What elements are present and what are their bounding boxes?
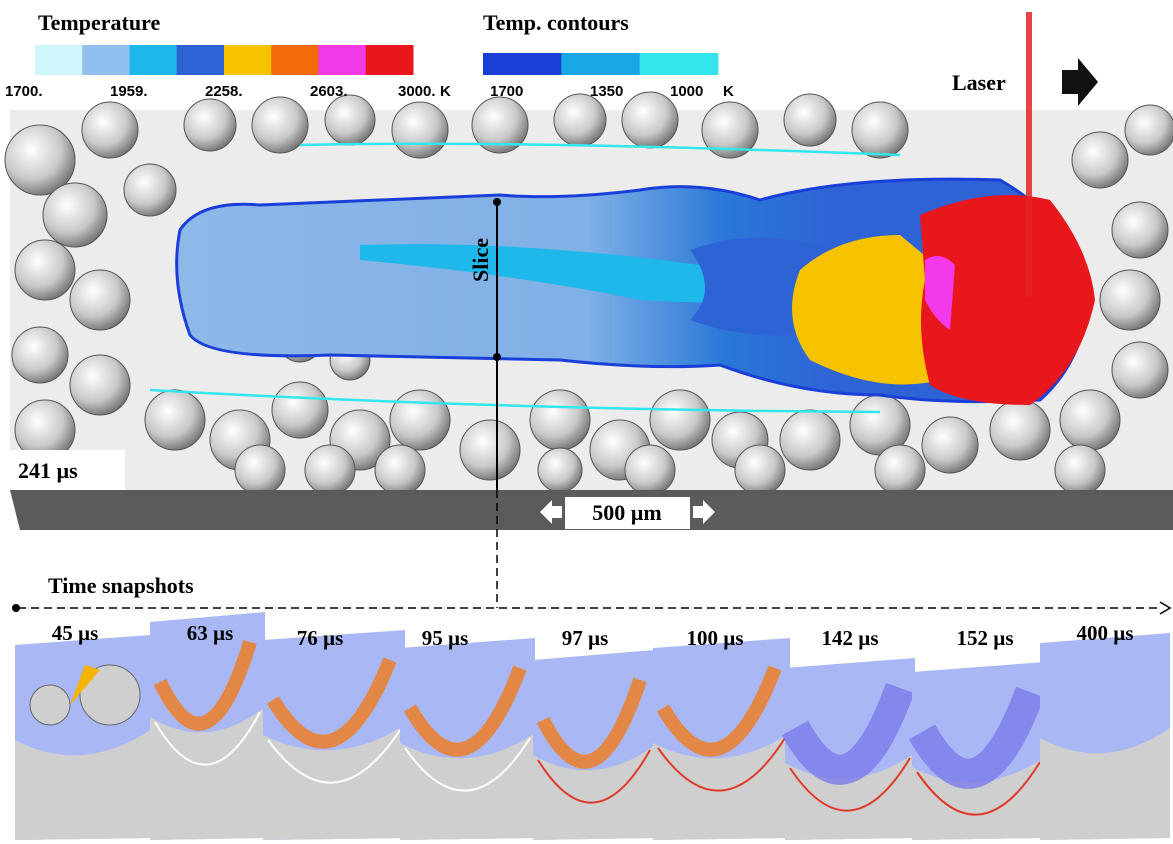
powder-particle <box>70 355 130 415</box>
colorbar-swatch <box>271 45 319 75</box>
powder-particle <box>784 94 836 146</box>
powder-particle <box>1125 105 1173 155</box>
snapshot-panel: 152 µs <box>912 626 1045 840</box>
temperature-colorbar: 1700. 1959. 2258. 2603. 3000.K <box>5 45 451 100</box>
powder-particle <box>780 410 840 470</box>
slice-label: Slice <box>468 238 493 282</box>
colorbar-unit: K <box>440 83 451 100</box>
scale-label: 500 µm <box>592 500 662 525</box>
powder-particle <box>530 390 590 450</box>
powder-particle <box>650 390 710 450</box>
contour-colorbar: 1700 1350 1000 K <box>483 53 734 100</box>
colorbar-swatch <box>319 45 367 75</box>
snapshot-panel: 400 µs <box>1040 621 1170 840</box>
colorbar-swatch <box>366 45 414 75</box>
colorbar-swatch <box>35 45 83 75</box>
snapshot-panels: 45 µs 63 µs 76 µs 95 µs 97 µs 100 µs 142 µs 152… <box>15 612 1170 840</box>
legend-title: Temperature <box>38 10 160 35</box>
powder-particle <box>272 382 328 438</box>
powder-particle <box>538 448 582 492</box>
snapshot-label: 142 µs <box>821 626 878 650</box>
colorbar-label: 1959. <box>110 83 148 100</box>
colorbar-label: 2258. <box>205 83 243 100</box>
snapshot-label: 152 µs <box>956 626 1013 650</box>
time-axis-arrow <box>1160 602 1170 614</box>
snapshot-panel: 95 µs <box>400 626 535 840</box>
powder-particle <box>625 445 675 495</box>
powder-particle <box>1060 390 1120 450</box>
colorbar-label: 1000 <box>670 83 703 100</box>
laser-label: Laser <box>952 70 1006 95</box>
powder-particle <box>305 445 355 495</box>
powder-particle <box>252 97 308 153</box>
snapshot-label: 45 µs <box>52 621 99 645</box>
powder-particle <box>1112 342 1168 398</box>
colorbar-label: 3000. <box>398 83 436 100</box>
powder-particle <box>922 417 978 473</box>
powder-particle <box>852 102 908 158</box>
colorbar-swatch <box>561 53 640 75</box>
colorbar-label: 2603. <box>310 83 348 100</box>
powder-particle <box>392 102 448 158</box>
colorbar-swatch <box>640 53 719 75</box>
time-label: 241 µs <box>18 458 78 483</box>
powder-particle <box>1072 132 1128 188</box>
snapshot-panel: 100 µs <box>653 626 790 840</box>
powder-particle <box>15 240 75 300</box>
powder-particle <box>184 99 236 151</box>
colorbar-unit: K <box>723 83 734 100</box>
slice-end <box>493 353 501 361</box>
colorbar-swatch <box>224 45 272 75</box>
powder-particle <box>70 270 130 330</box>
snapshot-label: 76 µs <box>297 626 344 650</box>
laser-beam <box>1026 12 1032 297</box>
colorbar-swatch <box>130 45 178 75</box>
powder-particle <box>124 164 176 216</box>
snapshots-title: Time snapshots <box>48 573 194 598</box>
snapshot-label: 100 µs <box>686 626 743 650</box>
powder-particle <box>43 183 107 247</box>
colorbar-swatch <box>483 53 562 75</box>
powder-particle <box>875 445 925 495</box>
powder-particle <box>460 420 520 480</box>
powder-particle <box>82 102 138 158</box>
snapshot-panel: 142 µs <box>785 626 915 840</box>
colorbar-label: 1350 <box>590 83 623 100</box>
snapshot-particle <box>30 685 70 725</box>
powder-particle <box>235 445 285 495</box>
time-axis-start <box>12 604 20 612</box>
colorbar-label: 1700. <box>5 83 43 100</box>
powder-particle <box>145 390 205 450</box>
legend-title: Temp. contours <box>483 10 629 35</box>
powder-particle <box>622 92 678 148</box>
snapshot-panel: 76 µs <box>263 626 405 840</box>
powder-particle <box>390 390 450 450</box>
snapshot-panel: 97 µs <box>533 626 655 840</box>
laser-direction-arrow <box>1062 58 1098 106</box>
snapshot-label: 97 µs <box>562 626 609 650</box>
powder-particle <box>1055 445 1105 495</box>
powder-particle <box>990 400 1050 460</box>
colorbar-label: 1700 <box>490 83 523 100</box>
snapshot-panel: 45 µs <box>15 621 150 840</box>
slice-end <box>493 198 501 206</box>
snapshot-label: 63 µs <box>187 621 234 645</box>
figure: Laser Slice 241 µs 500 µm Temperature Te… <box>0 0 1173 844</box>
powder-particle <box>554 94 606 146</box>
colorbar-swatch <box>82 45 130 75</box>
powder-particle <box>1100 270 1160 330</box>
colorbar-swatch <box>177 45 225 75</box>
snapshot-label: 400 µs <box>1076 621 1133 645</box>
powder-particle <box>12 327 68 383</box>
powder-particle <box>735 445 785 495</box>
powder-particle <box>325 95 375 145</box>
snapshot-panel: 63 µs <box>150 612 265 840</box>
powder-particle <box>375 445 425 495</box>
powder-particle <box>1112 202 1168 258</box>
snapshot-label: 95 µs <box>422 626 469 650</box>
